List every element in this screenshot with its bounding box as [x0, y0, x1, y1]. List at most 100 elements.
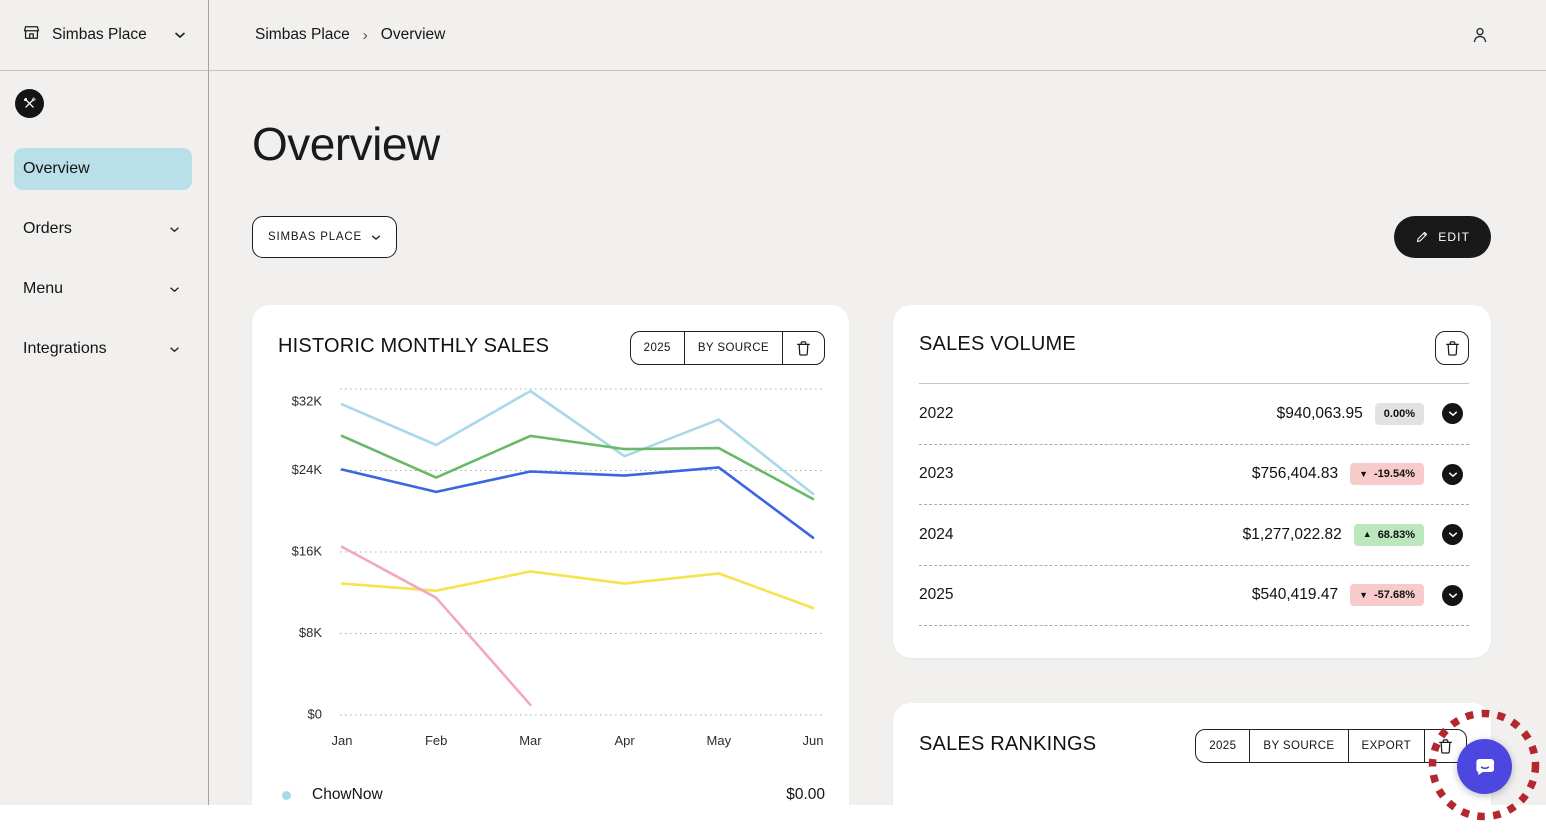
row-year: 2022	[919, 405, 953, 423]
sales-volume-row-2022: 2022 $940,063.95 0.00%	[919, 384, 1469, 445]
sidebar-item-integrations[interactable]: Integrations	[14, 328, 192, 370]
chevron-down-icon	[1448, 410, 1458, 417]
rankings-card-controls: 2025 BY SOURCE EXPORT	[1195, 729, 1467, 763]
chevron-down-icon	[169, 346, 180, 353]
right-column: SALES VOLUME 2022 $940,063.95	[893, 305, 1491, 805]
row-amount: $756,404.83	[1252, 465, 1338, 483]
location-selector-button[interactable]: SIMBAS PLACE	[252, 216, 397, 258]
historic-monthly-sales-card: HISTORIC MONTHLY SALES 2025 BY SOURCE $0	[252, 305, 849, 805]
trend-up-icon: ▲	[1363, 530, 1372, 539]
trend-down-icon: ▼	[1359, 470, 1368, 479]
chat-bubble-icon	[1472, 754, 1498, 780]
chart-wrap: $0 $8K $16K $24K $32K Jan Feb Mar Apr May Jun	[278, 384, 825, 761]
y-axis-tick-label: $8K	[299, 625, 322, 640]
chart-line-series-pink	[342, 547, 530, 705]
trash-icon	[796, 340, 811, 357]
chevron-down-icon	[169, 286, 180, 293]
x-axis-tick-label: Mar	[519, 733, 542, 748]
row-year: 2025	[919, 586, 953, 604]
historic-card-controls: 2025 BY SOURCE	[630, 331, 825, 365]
historic-sales-chart: $0 $8K $16K $24K $32K Jan Feb Mar Apr May Jun	[278, 384, 825, 756]
sidebar-nav: Overview Orders Menu Integrations	[0, 148, 208, 370]
legend-label: ChowNow	[312, 786, 383, 804]
change-badge: 0.00%	[1375, 403, 1424, 425]
x-axis-tick-label: Jun	[803, 733, 824, 748]
sidebar-item-label: Menu	[23, 280, 63, 298]
expand-row-button[interactable]	[1442, 464, 1463, 485]
delete-widget-button[interactable]	[782, 332, 824, 364]
legend-value: $0.00	[786, 786, 825, 804]
chat-launcher-button[interactable]	[1457, 739, 1512, 794]
app-window: Simbas Place Simbas Place › Overview	[0, 0, 1546, 836]
legend-row-chownow[interactable]: ChowNow $0.00	[278, 771, 825, 805]
row-amount: $1,277,022.82	[1243, 526, 1342, 544]
x-axis-tick-label: Feb	[425, 733, 447, 748]
card-title: SALES VOLUME	[919, 333, 1469, 356]
chevron-down-icon	[1448, 531, 1458, 538]
chevron-down-icon	[174, 31, 186, 39]
x-axis-tick-label: Jan	[332, 733, 353, 748]
page-controls: SIMBAS PLACE EDIT	[252, 216, 1491, 258]
workspace-name: Simbas Place	[52, 26, 147, 44]
change-badge: ▼ -57.68%	[1350, 584, 1424, 606]
edit-button[interactable]: EDIT	[1394, 216, 1491, 258]
expand-row-button[interactable]	[1442, 403, 1463, 424]
x-axis-tick-label: May	[707, 733, 732, 748]
row-amount: $540,419.47	[1252, 586, 1338, 604]
sales-volume-row-2024: 2024 $1,277,022.82 ▲ 68.83%	[919, 505, 1469, 566]
main-content: Overview SIMBAS PLACE EDIT HISTOR	[209, 71, 1546, 805]
workspace-switcher[interactable]: Simbas Place	[0, 0, 209, 71]
cards-row: HISTORIC MONTHLY SALES 2025 BY SOURCE $0	[252, 305, 1491, 805]
trash-icon	[1438, 738, 1453, 755]
sidebar-item-label: Orders	[23, 220, 72, 238]
row-amount: $940,063.95	[1277, 405, 1363, 423]
legend-dot	[282, 791, 291, 800]
change-value: 68.83%	[1378, 529, 1415, 541]
y-axis-tick-label: $32K	[292, 393, 323, 408]
y-axis-tick-label: $24K	[292, 462, 323, 477]
chart-line-series-green	[342, 436, 813, 499]
sidebar-item-label: Overview	[23, 160, 90, 178]
storefront-icon	[22, 23, 41, 47]
expand-row-button[interactable]	[1442, 585, 1463, 606]
expand-row-button[interactable]	[1442, 524, 1463, 545]
breadcrumb-item-page[interactable]: Overview	[381, 26, 446, 44]
chart-line-series-blue	[342, 467, 813, 537]
sales-volume-row-2023: 2023 $756,404.83 ▼ -19.54%	[919, 445, 1469, 506]
utensils-logo-icon	[15, 89, 44, 118]
chevron-down-icon	[169, 226, 180, 233]
y-axis-tick-label: $16K	[292, 543, 323, 558]
sales-rankings-card: SALES RANKINGS 2025 BY SOURCE EXPORT	[893, 703, 1491, 805]
export-button[interactable]: EXPORT	[1348, 730, 1424, 762]
pencil-icon	[1415, 230, 1429, 244]
change-badge: ▲ 68.83%	[1354, 524, 1424, 546]
sales-volume-card: SALES VOLUME 2022 $940,063.95	[893, 305, 1491, 658]
change-value: -19.54%	[1374, 468, 1415, 480]
breadcrumb-chevron-icon: ›	[363, 27, 368, 44]
chevron-down-icon	[1448, 471, 1458, 478]
group-by-selector[interactable]: BY SOURCE	[684, 332, 782, 364]
breadcrumb-item-workspace[interactable]: Simbas Place	[255, 26, 350, 44]
chevron-down-icon	[1448, 592, 1458, 599]
delete-widget-button[interactable]	[1435, 331, 1469, 365]
user-icon[interactable]	[1469, 24, 1491, 46]
sidebar-item-menu[interactable]: Menu	[14, 268, 192, 310]
sales-volume-row-2025: 2025 $540,419.47 ▼ -57.68%	[919, 566, 1469, 627]
trash-icon	[1445, 340, 1460, 357]
sidebar: Overview Orders Menu Integrations	[0, 71, 209, 805]
x-axis-tick-label: Apr	[614, 733, 635, 748]
row-year: 2024	[919, 526, 953, 544]
group-by-selector[interactable]: BY SOURCE	[1249, 730, 1347, 762]
page-canvas: Simbas Place Simbas Place › Overview	[0, 0, 1546, 805]
y-axis-tick-label: $0	[308, 706, 322, 721]
change-badge: ▼ -19.54%	[1350, 463, 1424, 485]
topbar: Simbas Place › Overview	[209, 0, 1546, 71]
change-value: -57.68%	[1374, 589, 1415, 601]
sidebar-item-overview[interactable]: Overview	[14, 148, 192, 190]
sidebar-item-orders[interactable]: Orders	[14, 208, 192, 250]
chart-line-series-yellow	[342, 571, 813, 608]
page-title: Overview	[252, 117, 1491, 171]
year-selector[interactable]: 2025	[1196, 730, 1249, 762]
year-selector[interactable]: 2025	[631, 332, 684, 364]
chevron-down-icon	[371, 234, 381, 241]
